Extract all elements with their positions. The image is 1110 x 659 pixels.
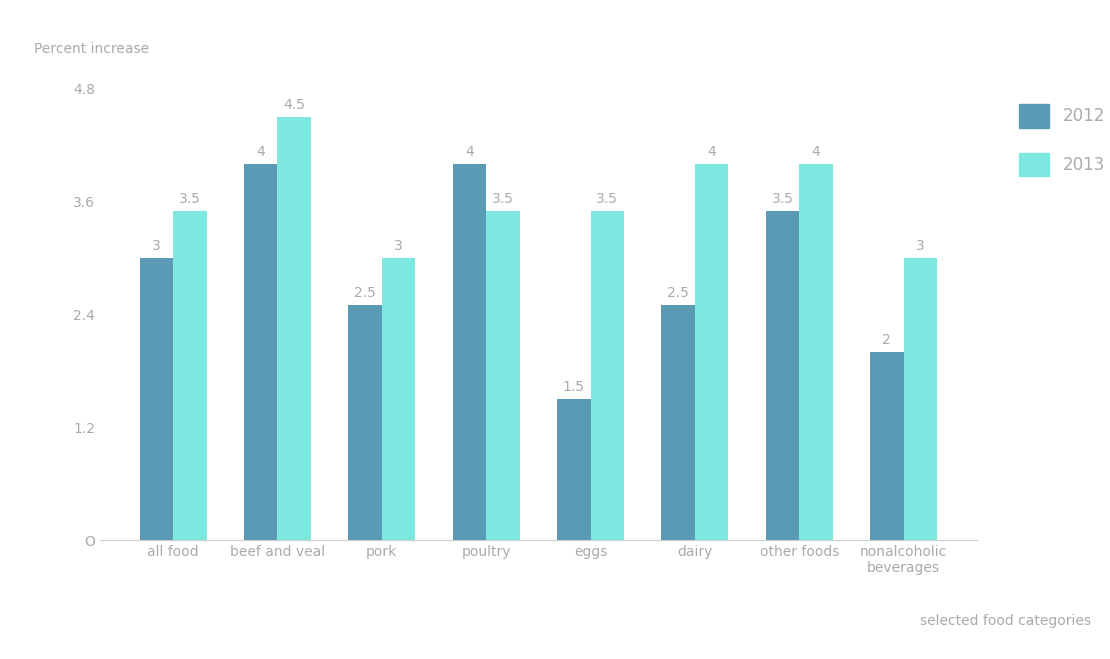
- Text: 4: 4: [811, 145, 820, 159]
- Text: Percent increase: Percent increase: [34, 42, 149, 56]
- Bar: [662, 305, 695, 540]
- Bar: [870, 352, 904, 540]
- Text: 3: 3: [152, 239, 161, 253]
- Bar: [140, 258, 173, 540]
- Text: 3: 3: [394, 239, 403, 253]
- Text: 4.5: 4.5: [283, 98, 305, 112]
- Text: 2.5: 2.5: [354, 286, 376, 301]
- Bar: [278, 117, 311, 540]
- Text: 3.5: 3.5: [492, 192, 514, 206]
- Text: 3.5: 3.5: [179, 192, 201, 206]
- Bar: [349, 305, 382, 540]
- Text: 4: 4: [465, 145, 474, 159]
- Legend: 2012, 2013: 2012, 2013: [1002, 88, 1110, 193]
- Bar: [382, 258, 415, 540]
- Bar: [904, 258, 937, 540]
- Text: 4: 4: [707, 145, 716, 159]
- Text: 2: 2: [882, 333, 891, 347]
- Text: 1.5: 1.5: [563, 380, 585, 395]
- Text: 3.5: 3.5: [771, 192, 794, 206]
- Bar: [453, 164, 486, 540]
- Bar: [557, 399, 591, 540]
- Bar: [173, 211, 206, 540]
- Text: 3.5: 3.5: [596, 192, 618, 206]
- Bar: [799, 164, 832, 540]
- Bar: [695, 164, 728, 540]
- Bar: [766, 211, 799, 540]
- Text: 3: 3: [916, 239, 925, 253]
- Bar: [486, 211, 519, 540]
- Bar: [244, 164, 278, 540]
- Text: 4: 4: [256, 145, 265, 159]
- Bar: [591, 211, 624, 540]
- Text: selected food categories: selected food categories: [920, 614, 1091, 628]
- Text: 2.5: 2.5: [667, 286, 689, 301]
